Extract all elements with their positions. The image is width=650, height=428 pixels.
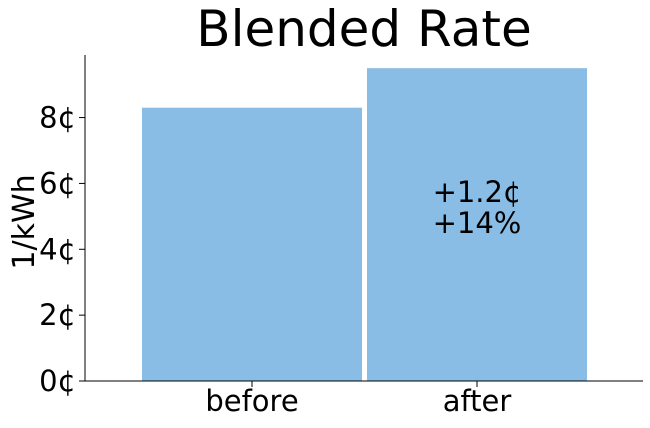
bar-annotation-line: +1.2¢ bbox=[433, 175, 522, 209]
bars-layer bbox=[142, 68, 587, 382]
chart-title: Blended Rate bbox=[196, 0, 531, 58]
labels-layer: 0¢ 2¢ 4¢ 6¢ 8¢ before after +1.2¢+14% bbox=[39, 101, 521, 418]
y-tick-label: 8¢ bbox=[39, 101, 76, 135]
y-tick-label: 2¢ bbox=[39, 298, 76, 332]
bar-after bbox=[367, 68, 587, 381]
y-axis-label: 1/kWh bbox=[7, 174, 42, 269]
axes-layer bbox=[79, 55, 643, 387]
y-tick-label: 4¢ bbox=[39, 232, 76, 266]
y-tick-label: 0¢ bbox=[39, 364, 76, 398]
x-tick-label-before: before bbox=[205, 384, 298, 418]
bar-before bbox=[142, 107, 362, 382]
x-tick-label-after: after bbox=[443, 384, 512, 418]
y-tick-label: 6¢ bbox=[39, 166, 76, 200]
bar-annotation-line: +14% bbox=[433, 206, 522, 240]
